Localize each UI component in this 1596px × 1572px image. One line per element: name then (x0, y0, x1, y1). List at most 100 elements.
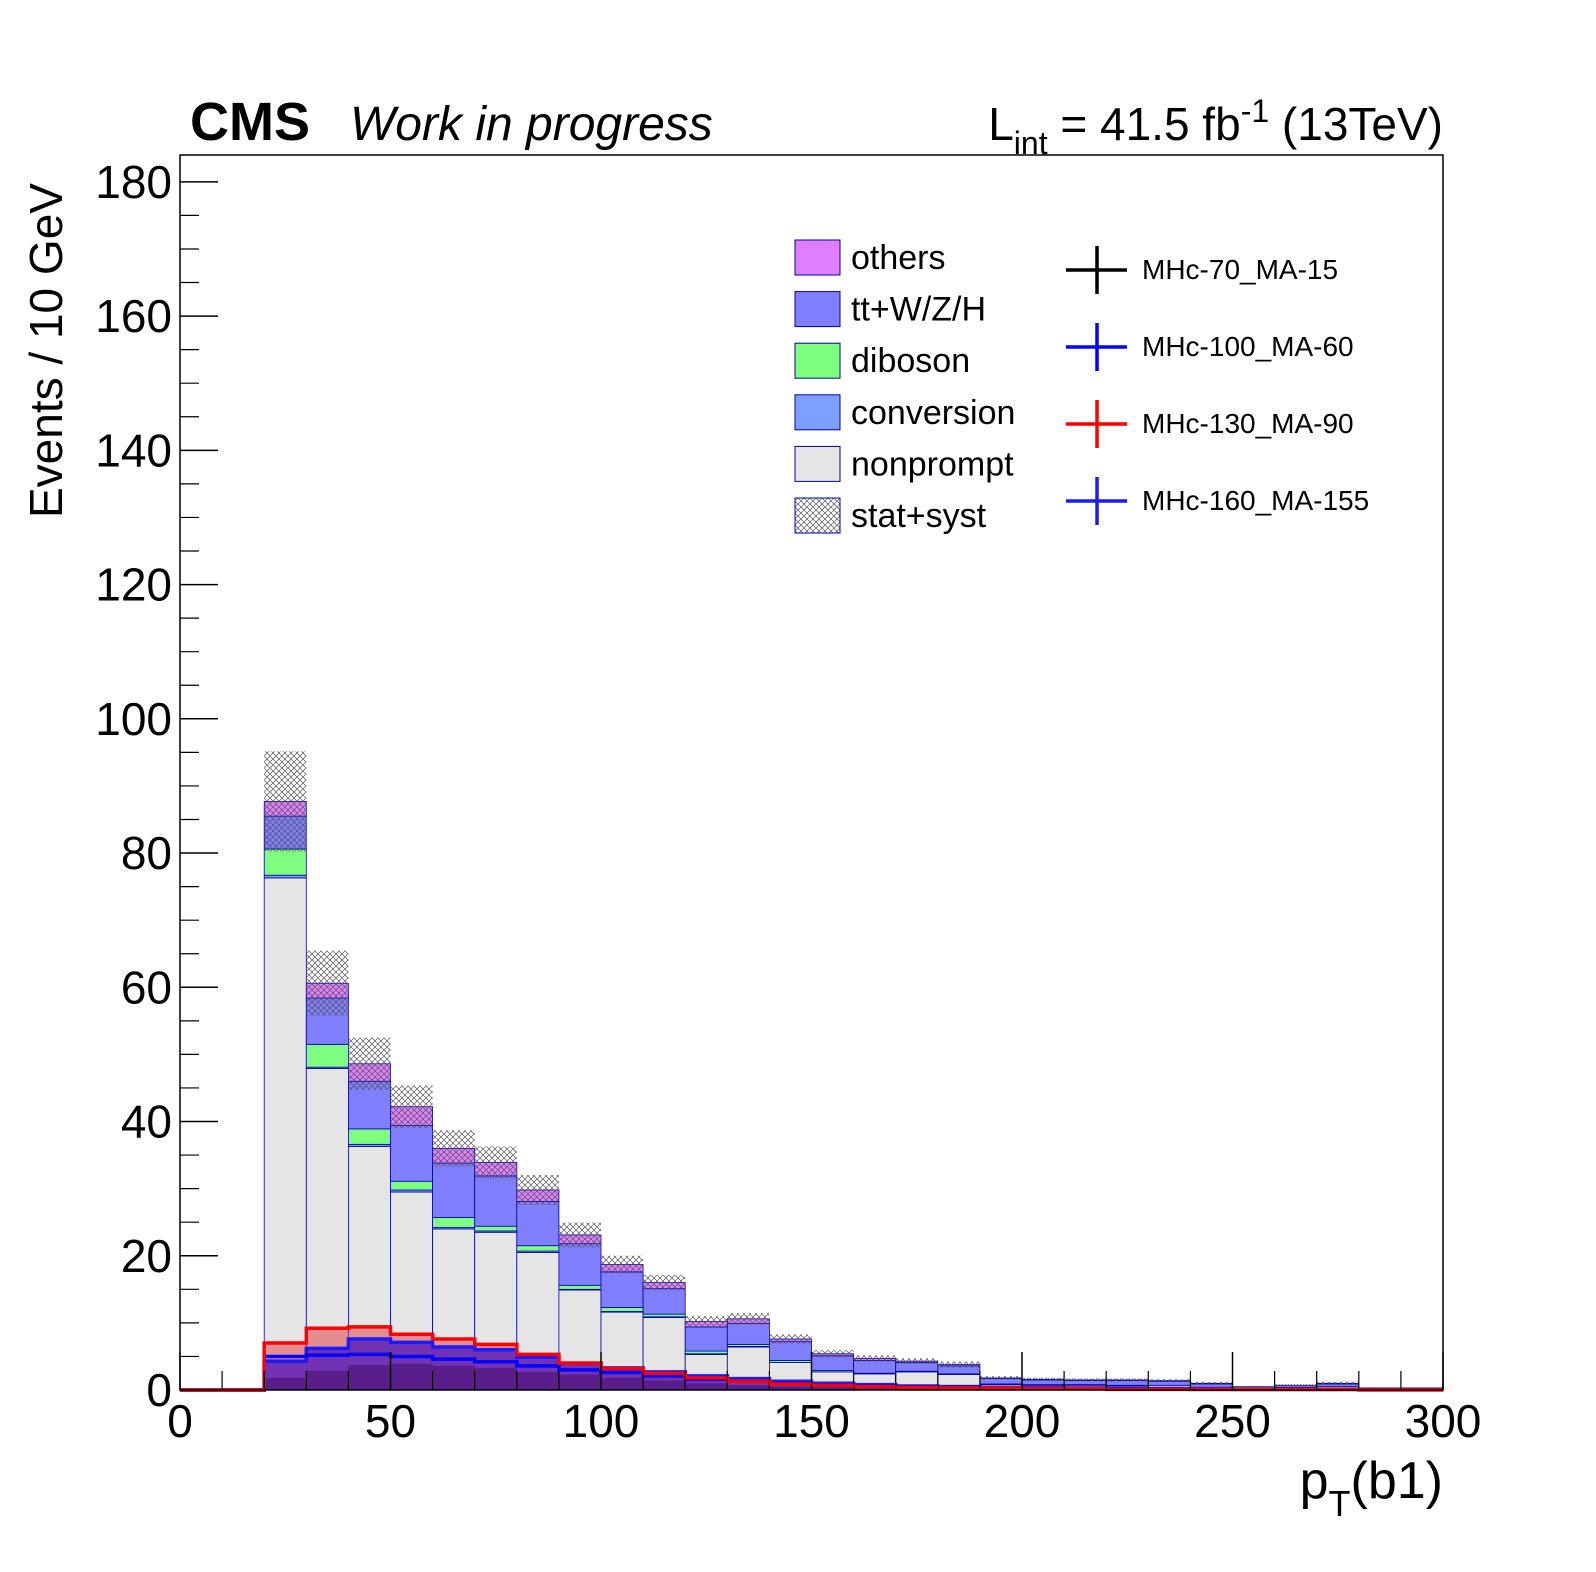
bar-tt-w-z-h (558, 1243, 602, 1286)
signal-fill-mhc-100-ma-60 (601, 1377, 644, 1390)
bar-nonprompt (263, 877, 307, 1391)
bar-diboson (347, 1128, 391, 1145)
stack-layer (263, 800, 1444, 1391)
y-tick-label: 120 (95, 559, 172, 611)
x-tick-label: 300 (1405, 1395, 1482, 1447)
uncertainty-bin (1274, 1384, 1317, 1387)
y-tick-label: 40 (121, 1096, 172, 1148)
signal-fill-mhc-100-ma-60 (558, 1374, 601, 1390)
signal-fill-mhc-160-ma-155 (727, 1379, 770, 1390)
signal-fill-mhc-100-ma-60 (727, 1385, 770, 1390)
signal-fill-mhc-100-ma-60 (390, 1363, 433, 1390)
bar-tt-w-z-h (474, 1175, 518, 1227)
signal-fill-mhc-100-ma-60 (685, 1383, 728, 1390)
y-tick-label: 160 (95, 290, 172, 342)
signal-fill-mhc-100-ma-60 (474, 1367, 517, 1390)
legend-swatch-diboson (794, 342, 841, 379)
legend-label: diboson (851, 342, 970, 380)
y-tick-label: 180 (95, 156, 172, 208)
signal-fill-mhc-100-ma-60 (516, 1371, 559, 1390)
signal-fill-mhc-100-ma-60 (643, 1380, 686, 1390)
bar-diboson (263, 848, 307, 876)
uncertainty-bin (937, 1361, 980, 1368)
y-axis-title: Events / 10 GeV (20, 183, 72, 518)
signal-fill-mhc-100-ma-60 (264, 1377, 307, 1390)
uncertainty-bin (685, 1316, 728, 1328)
uncertainty-bin (853, 1355, 896, 1362)
x-tick-label: 200 (984, 1395, 1061, 1447)
bar-tt-w-z-h (516, 1200, 560, 1247)
legend-label: conversion (851, 394, 1015, 432)
bar-diboson (684, 1350, 728, 1355)
signal-fill-mhc-100-ma-60 (432, 1365, 475, 1390)
signal-fill-mhc-100-ma-60 (811, 1387, 854, 1390)
legend-label: tt+W/Z/H (851, 291, 986, 329)
signal-fill-mhc-100-ma-60 (348, 1365, 391, 1390)
bar-diboson (516, 1245, 560, 1252)
legend-swatch-others (794, 239, 841, 276)
legend-swatch-stat-syst (794, 497, 841, 534)
y-tick-label: 20 (121, 1230, 172, 1282)
bar-tt-w-z-h (642, 1288, 686, 1315)
uncertainty-bin (1022, 1377, 1065, 1381)
x-tick-label: 150 (773, 1395, 850, 1447)
uncertainty-bin (1064, 1378, 1107, 1382)
legend-label: others (851, 239, 946, 277)
bar-tt-w-z-h (853, 1360, 897, 1374)
axis-ticks: 0 20 40 60 80 100 120 140 160 180 0 50 100 150 200 250 3… (95, 156, 1481, 1447)
signal-fill-mhc-100-ma-60 (853, 1387, 896, 1390)
uncertainty-bin (264, 751, 307, 852)
uncertainty-bin (390, 1085, 433, 1128)
uncertainty-bin (348, 1037, 391, 1090)
bar-diboson (305, 1043, 349, 1068)
uncertainty-band (264, 751, 1443, 1389)
bar-tt-w-z-h (769, 1341, 812, 1361)
y-tick-label: 0 (146, 1364, 172, 1416)
uncertainty-bin (516, 1174, 559, 1205)
uncertainty-bin (1190, 1381, 1233, 1385)
bar-diboson (600, 1307, 644, 1312)
uncertainty-bin (1316, 1381, 1359, 1385)
uncertainty-bin (1106, 1378, 1149, 1382)
legend-swatch-nonprompt (794, 445, 841, 482)
legend-swatch-tt-w-z-h (794, 291, 841, 328)
bar-tt-w-z-h (600, 1271, 644, 1308)
legend-label: nonprompt (851, 445, 1014, 483)
uncertainty-bin (643, 1275, 686, 1291)
uncertainty-bin (306, 950, 349, 1016)
uncertainty-bin (895, 1358, 938, 1365)
bar-diboson (390, 1180, 433, 1191)
bar-diboson (642, 1313, 686, 1318)
x-axis-title: pT(b1) (1300, 1452, 1443, 1524)
bar-diboson (432, 1217, 476, 1228)
uncertainty-bin (558, 1222, 601, 1248)
bar-tt-w-z-h (432, 1162, 476, 1218)
uncertainty-bin (727, 1313, 770, 1325)
legend-swatch-conversion (794, 394, 841, 431)
bar-diboson (474, 1225, 518, 1232)
uncertainty-bin (769, 1334, 812, 1344)
uncertainty-bin (601, 1255, 644, 1274)
bar-diboson (558, 1284, 602, 1290)
x-tick-label: 250 (1194, 1395, 1271, 1447)
legend: others tt+W/Z/H diboson conversion nonprompt… (794, 239, 1369, 535)
uncertainty-bin (979, 1376, 1022, 1380)
status-label: Work in progress (350, 98, 713, 151)
y-tick-label: 60 (121, 961, 172, 1013)
x-tick-label: 50 (365, 1395, 416, 1447)
lumi-label: Lint = 41.5 fb-1 (13TeV) (988, 93, 1443, 161)
y-tick-label: 100 (95, 693, 172, 745)
bar-tt-w-z-h (726, 1323, 770, 1345)
uncertainty-bin (474, 1146, 517, 1179)
legend-label: stat+syst (851, 497, 987, 535)
bar-tt-w-z-h (811, 1355, 854, 1371)
signal-fill-mhc-100-ma-60 (306, 1370, 349, 1390)
bar-conversion (263, 874, 307, 879)
legend-label: MHc-100_MA-60 (1142, 331, 1354, 362)
legend-label: MHc-130_MA-90 (1142, 408, 1354, 439)
signal-fill-mhc-160-ma-155 (769, 1381, 812, 1390)
uncertainty-bin (1148, 1379, 1191, 1383)
x-tick-label: 0 (167, 1395, 193, 1447)
legend-label: MHc-160_MA-155 (1142, 485, 1369, 516)
